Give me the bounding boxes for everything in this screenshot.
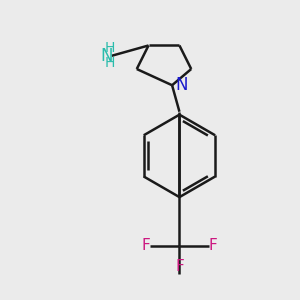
Text: F: F	[141, 238, 150, 253]
Text: F: F	[175, 259, 184, 274]
Text: H: H	[104, 41, 115, 56]
Text: F: F	[209, 238, 218, 253]
Text: N: N	[176, 76, 188, 94]
Text: H: H	[104, 56, 115, 70]
Text: N: N	[101, 47, 113, 65]
